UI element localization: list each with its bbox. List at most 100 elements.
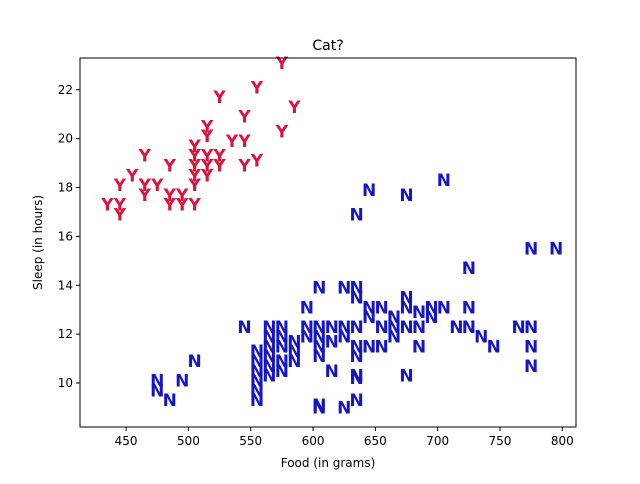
data-point-Y: Y (237, 132, 251, 152)
data-point-Y: Y (200, 157, 214, 177)
data-point-N: N (275, 318, 289, 338)
data-point-N: N (150, 381, 164, 401)
data-point-N: N (312, 398, 326, 418)
data-point-N: N (462, 318, 476, 338)
data-point-Y: Y (175, 186, 189, 206)
data-point-N: N (250, 391, 264, 411)
data-point-N: N (150, 372, 164, 392)
data-point-N: N (250, 372, 264, 392)
data-point-Y: Y (250, 152, 264, 172)
data-point-N: N (275, 352, 289, 372)
data-point-N: N (399, 186, 413, 206)
data-point-Y: Y (125, 166, 139, 186)
data-point-N: N (524, 337, 538, 357)
data-point-N: N (262, 357, 276, 377)
x-tick-label: 550 (239, 434, 262, 448)
x-tick-label: 450 (115, 434, 138, 448)
data-point-N: N (325, 318, 339, 338)
data-point-Y: Y (163, 186, 177, 206)
data-point-N: N (549, 240, 563, 260)
data-point-N: N (387, 328, 401, 348)
data-point-N: N (412, 337, 426, 357)
data-point-N: N (337, 398, 351, 418)
data-point-N: N (250, 352, 264, 372)
data-point-N: N (262, 328, 276, 348)
data-point-N: N (262, 337, 276, 357)
data-point-Y: Y (187, 137, 201, 157)
data-point-N: N (175, 372, 189, 392)
data-point-N: N (487, 337, 501, 357)
data-point-Y: Y (250, 78, 264, 98)
data-point-N: N (362, 298, 376, 318)
data-point-Y: Y (187, 196, 201, 216)
data-point-N: N (399, 288, 413, 308)
data-point-Y: Y (187, 147, 201, 167)
data-point-Y: Y (150, 176, 164, 196)
data-point-Y: Y (187, 157, 201, 177)
data-point-N: N (350, 205, 364, 225)
data-point-N: N (250, 362, 264, 382)
data-point-N: N (337, 279, 351, 299)
data-point-N: N (437, 171, 451, 191)
data-point-N: N (262, 367, 276, 387)
data-point-N: N (399, 367, 413, 387)
data-point-Y: Y (237, 108, 251, 128)
data-point-N: N (262, 318, 276, 338)
data-point-Y: Y (163, 196, 177, 216)
x-tick-label: 750 (489, 434, 512, 448)
data-point-Y: Y (100, 196, 114, 216)
data-point-N: N (399, 318, 413, 338)
data-point-N: N (188, 352, 202, 372)
data-point-Y: Y (113, 176, 127, 196)
data-point-N: N (275, 362, 289, 382)
data-point-N: N (524, 357, 538, 377)
series-N: NNNNNNNNNNNNNNNNNNNNNNNNNNNNNNNNNNNNNNNN… (150, 171, 563, 418)
data-point-N: N (312, 337, 326, 357)
data-point-N: N (350, 369, 364, 389)
x-tick-label: 650 (364, 434, 387, 448)
y-tick-label: 14 (58, 278, 73, 292)
data-point-Y: Y (212, 88, 226, 108)
data-point-N: N (449, 318, 463, 338)
data-point-Y: Y (113, 205, 127, 225)
data-point-N: N (300, 328, 314, 348)
y-axis: 10 12 14 16 18 20 22 (58, 83, 80, 390)
data-point-N: N (337, 318, 351, 338)
data-point-N: N (312, 328, 326, 348)
data-point-N: N (275, 328, 289, 348)
data-point-N: N (287, 352, 301, 372)
data-point-N: N (312, 318, 326, 338)
y-tick-label: 12 (58, 327, 73, 341)
data-point-Y: Y (200, 147, 214, 167)
data-point-N: N (300, 298, 314, 318)
data-point-N: N (325, 332, 339, 352)
data-point-Y: Y (200, 117, 214, 137)
data-point-Y: Y (287, 98, 301, 118)
data-point-N: N (412, 303, 426, 323)
data-point-N: N (275, 337, 289, 357)
data-point-N: N (350, 288, 364, 308)
data-point-N: N (387, 318, 401, 338)
data-point-N: N (362, 337, 376, 357)
data-point-N: N (312, 396, 326, 416)
data-point-N: N (399, 298, 413, 318)
y-tick-label: 16 (58, 229, 73, 243)
data-point-N: N (350, 337, 364, 357)
data-point-N: N (337, 328, 351, 348)
data-point-N: N (350, 391, 364, 411)
plot-frame (79, 57, 577, 428)
data-point-Y: Y (200, 127, 214, 147)
data-point-N: N (362, 181, 376, 201)
data-point-Y: Y (113, 196, 127, 216)
data-point-N: N (300, 318, 314, 338)
data-point-Y: Y (275, 122, 289, 142)
x-axis-label: Food (in grams) (281, 456, 376, 470)
data-point-N: N (312, 347, 326, 367)
data-point-N: N (462, 259, 476, 279)
data-point-N: N (374, 337, 388, 357)
data-point-N: N (325, 362, 339, 382)
data-point-N: N (387, 308, 401, 328)
